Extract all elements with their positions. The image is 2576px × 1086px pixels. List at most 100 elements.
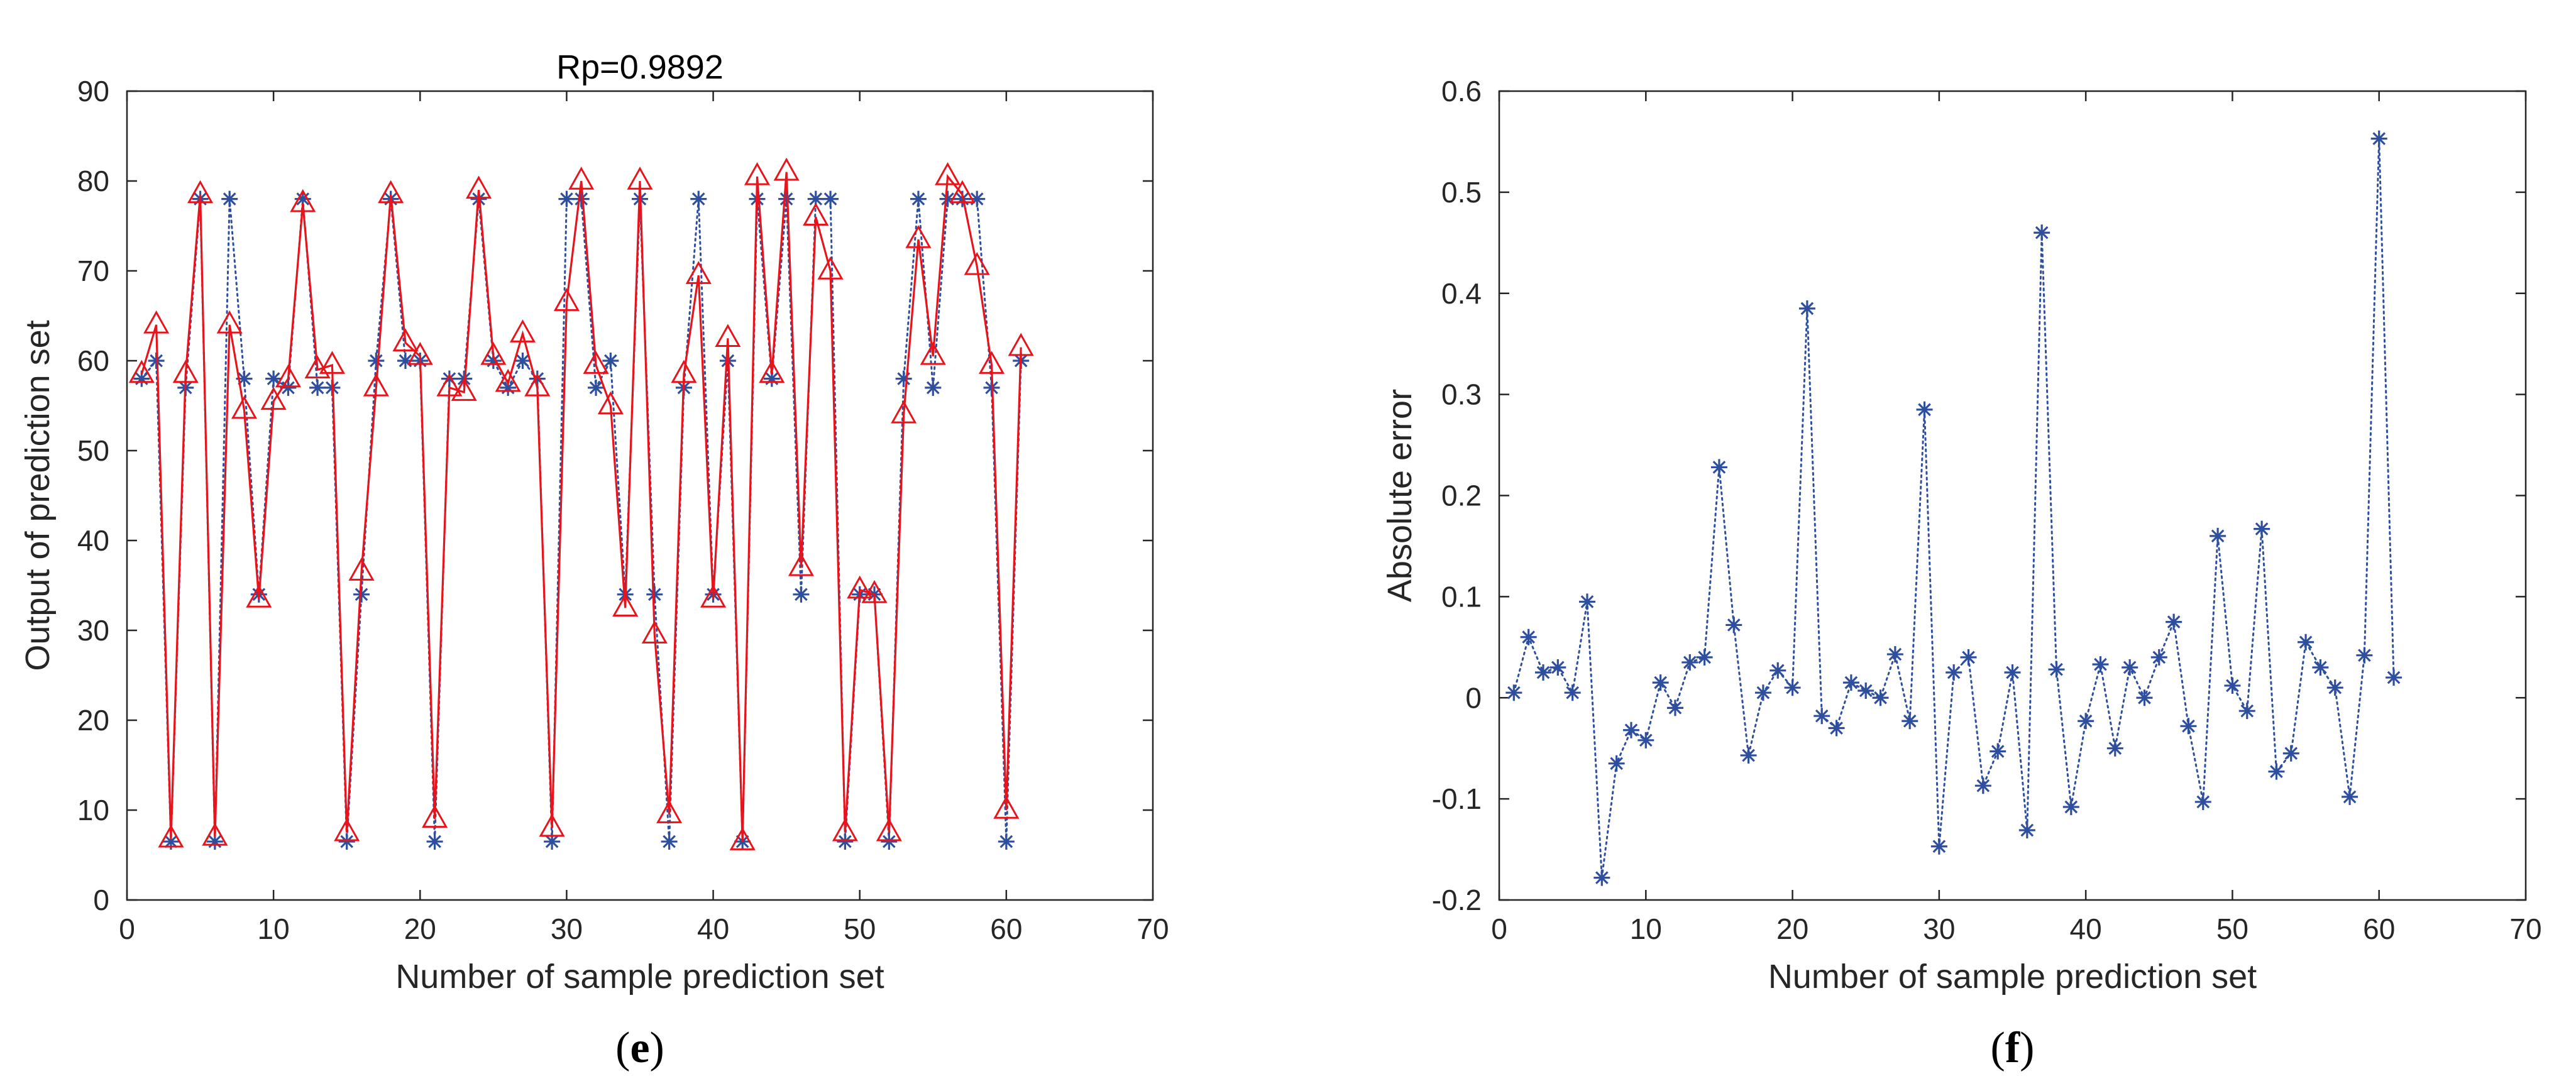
data-point	[1726, 617, 1742, 634]
data-point	[2048, 661, 2065, 678]
data-point	[822, 190, 839, 207]
data-point	[231, 395, 258, 419]
data-point	[2062, 798, 2079, 815]
data-point	[1828, 720, 1845, 737]
data-point	[627, 167, 653, 190]
data-point	[465, 175, 492, 199]
x-tick-label: 50	[2216, 913, 2248, 945]
data-point	[803, 202, 829, 226]
data-point	[1008, 332, 1034, 356]
data-point	[128, 359, 155, 383]
series-line	[1512, 138, 2395, 878]
data-point	[363, 373, 389, 397]
data-point	[1520, 628, 1537, 645]
data-point	[2180, 718, 2197, 735]
data-point	[1902, 713, 1918, 730]
data-point	[539, 813, 565, 837]
data-point	[290, 189, 316, 212]
data-point	[1754, 684, 1771, 701]
data-point	[895, 370, 912, 387]
data-point	[2312, 659, 2329, 676]
data-point	[558, 190, 575, 207]
data-point	[553, 288, 580, 311]
data-point	[436, 373, 463, 397]
data-point	[744, 162, 771, 185]
data-point	[891, 400, 917, 424]
data-point	[480, 341, 507, 365]
data-point	[2386, 669, 2403, 686]
data-point	[338, 833, 355, 850]
data-point	[348, 557, 375, 581]
data-point	[275, 364, 302, 388]
data-point	[2106, 740, 2123, 757]
data-point	[1814, 708, 1830, 725]
data-point	[2122, 659, 2138, 676]
x-tick-label: 70	[1137, 913, 1169, 945]
data-point	[2018, 821, 2035, 838]
data-point	[1946, 664, 1962, 681]
data-point	[700, 584, 727, 608]
data-point	[690, 190, 707, 207]
data-point	[1916, 401, 1933, 418]
data-point	[2326, 679, 2343, 696]
x-tick-label: 30	[551, 913, 583, 945]
y-tick-label: 10	[77, 794, 109, 826]
data-point	[602, 353, 619, 369]
data-point	[1784, 679, 1801, 696]
x-tick-label: 0	[119, 913, 135, 945]
data-point	[661, 833, 678, 850]
data-point	[905, 225, 932, 248]
y-tick-label: 90	[77, 75, 109, 107]
data-point	[2078, 713, 2094, 730]
series-absolute-error	[1505, 130, 2403, 886]
data-point	[588, 379, 605, 396]
y-tick-label: -0.1	[1432, 782, 1482, 815]
data-point	[202, 823, 228, 846]
plot-frame	[126, 90, 1154, 901]
data-point	[925, 379, 942, 396]
x-tick-label: 10	[1630, 913, 1662, 945]
x-tick-label: 60	[2363, 913, 2395, 945]
data-point	[1638, 732, 1654, 749]
chart-title: Rp=0.9892	[556, 48, 724, 86]
data-point	[993, 796, 1020, 819]
data-point	[964, 251, 990, 275]
data-point	[1872, 689, 1889, 706]
y-tick-label: 0.5	[1441, 176, 1482, 209]
data-point	[2370, 130, 2387, 147]
y-tick-label: 80	[77, 165, 109, 197]
data-point	[597, 391, 624, 415]
y-tick-label: 0.1	[1441, 580, 1482, 613]
data-point	[685, 261, 712, 284]
x-tick-label: 40	[697, 913, 729, 945]
data-point	[1960, 649, 1977, 666]
data-point	[2238, 703, 2255, 720]
y-axis-label: Absolute error	[1381, 389, 1419, 602]
data-point	[935, 162, 961, 185]
x-tick-label: 20	[1776, 913, 1808, 945]
data-point	[378, 180, 404, 204]
data-point	[1564, 684, 1581, 701]
data-point	[837, 833, 854, 850]
data-point	[514, 353, 531, 369]
data-point	[847, 575, 873, 599]
data-point	[671, 359, 697, 383]
data-point	[334, 818, 360, 842]
data-point	[1682, 654, 1698, 671]
data-point	[1578, 593, 1595, 610]
data-point	[832, 818, 858, 842]
data-point	[876, 818, 902, 842]
data-point	[1696, 649, 1713, 666]
data-point	[1974, 777, 1991, 794]
data-point	[309, 379, 326, 396]
y-tick-label: 0	[1465, 681, 1482, 714]
data-point	[148, 353, 165, 369]
data-point	[2166, 613, 2182, 630]
y-axis-label: Output of prediction set	[19, 320, 57, 671]
data-point	[1652, 674, 1669, 691]
data-point	[1770, 662, 1786, 679]
data-point	[1549, 659, 1566, 676]
data-point	[1710, 459, 1727, 476]
y-tick-label: 60	[77, 344, 109, 377]
data-point	[2224, 677, 2241, 694]
